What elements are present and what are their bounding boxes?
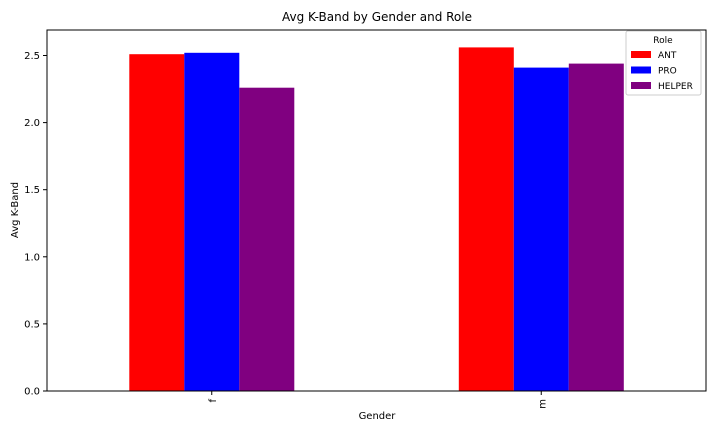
bar-helper-m bbox=[568, 63, 624, 391]
legend-swatch-pro bbox=[631, 66, 651, 74]
chart-title: Avg K-Band by Gender and Role bbox=[282, 10, 472, 24]
x-axis-label: Gender bbox=[359, 411, 397, 422]
legend-swatch-ant bbox=[631, 51, 651, 58]
y-tick-label-1.5: 1.5 bbox=[24, 185, 40, 196]
legend-label-helper: HELPER bbox=[658, 82, 693, 92]
bar-ant-f bbox=[129, 54, 185, 391]
legend-label-pro: PRO bbox=[658, 67, 677, 77]
legend: Role ANT PRO HELPER bbox=[625, 30, 702, 96]
bar-pro-m bbox=[513, 67, 569, 391]
bar-helper-f bbox=[239, 87, 295, 391]
x-tick-label-f: f bbox=[208, 399, 219, 403]
bar-ant-m bbox=[458, 47, 514, 392]
y-tick-label-2.5: 2.5 bbox=[24, 51, 40, 62]
y-tick-label-0.5: 0.5 bbox=[24, 319, 40, 330]
y-axis-label: Avg K-Band bbox=[10, 182, 21, 238]
y-tick-label-2.0: 2.0 bbox=[24, 118, 40, 129]
y-tick-label-1.0: 1.0 bbox=[24, 252, 40, 263]
y-tick-label-0.0: 0.0 bbox=[24, 387, 40, 398]
plot-area: f m 0.0 0.5 1.0 1.5 2.0 2.5 bbox=[24, 29, 707, 409]
legend-frame bbox=[625, 30, 702, 96]
bar-pro-f bbox=[184, 52, 240, 392]
x-tick-label-m: m bbox=[537, 399, 548, 409]
legend-swatch-helper bbox=[631, 82, 651, 89]
legend-title: Role bbox=[653, 36, 673, 46]
plot-frame bbox=[46, 29, 707, 392]
legend-label-ant: ANT bbox=[658, 51, 677, 61]
